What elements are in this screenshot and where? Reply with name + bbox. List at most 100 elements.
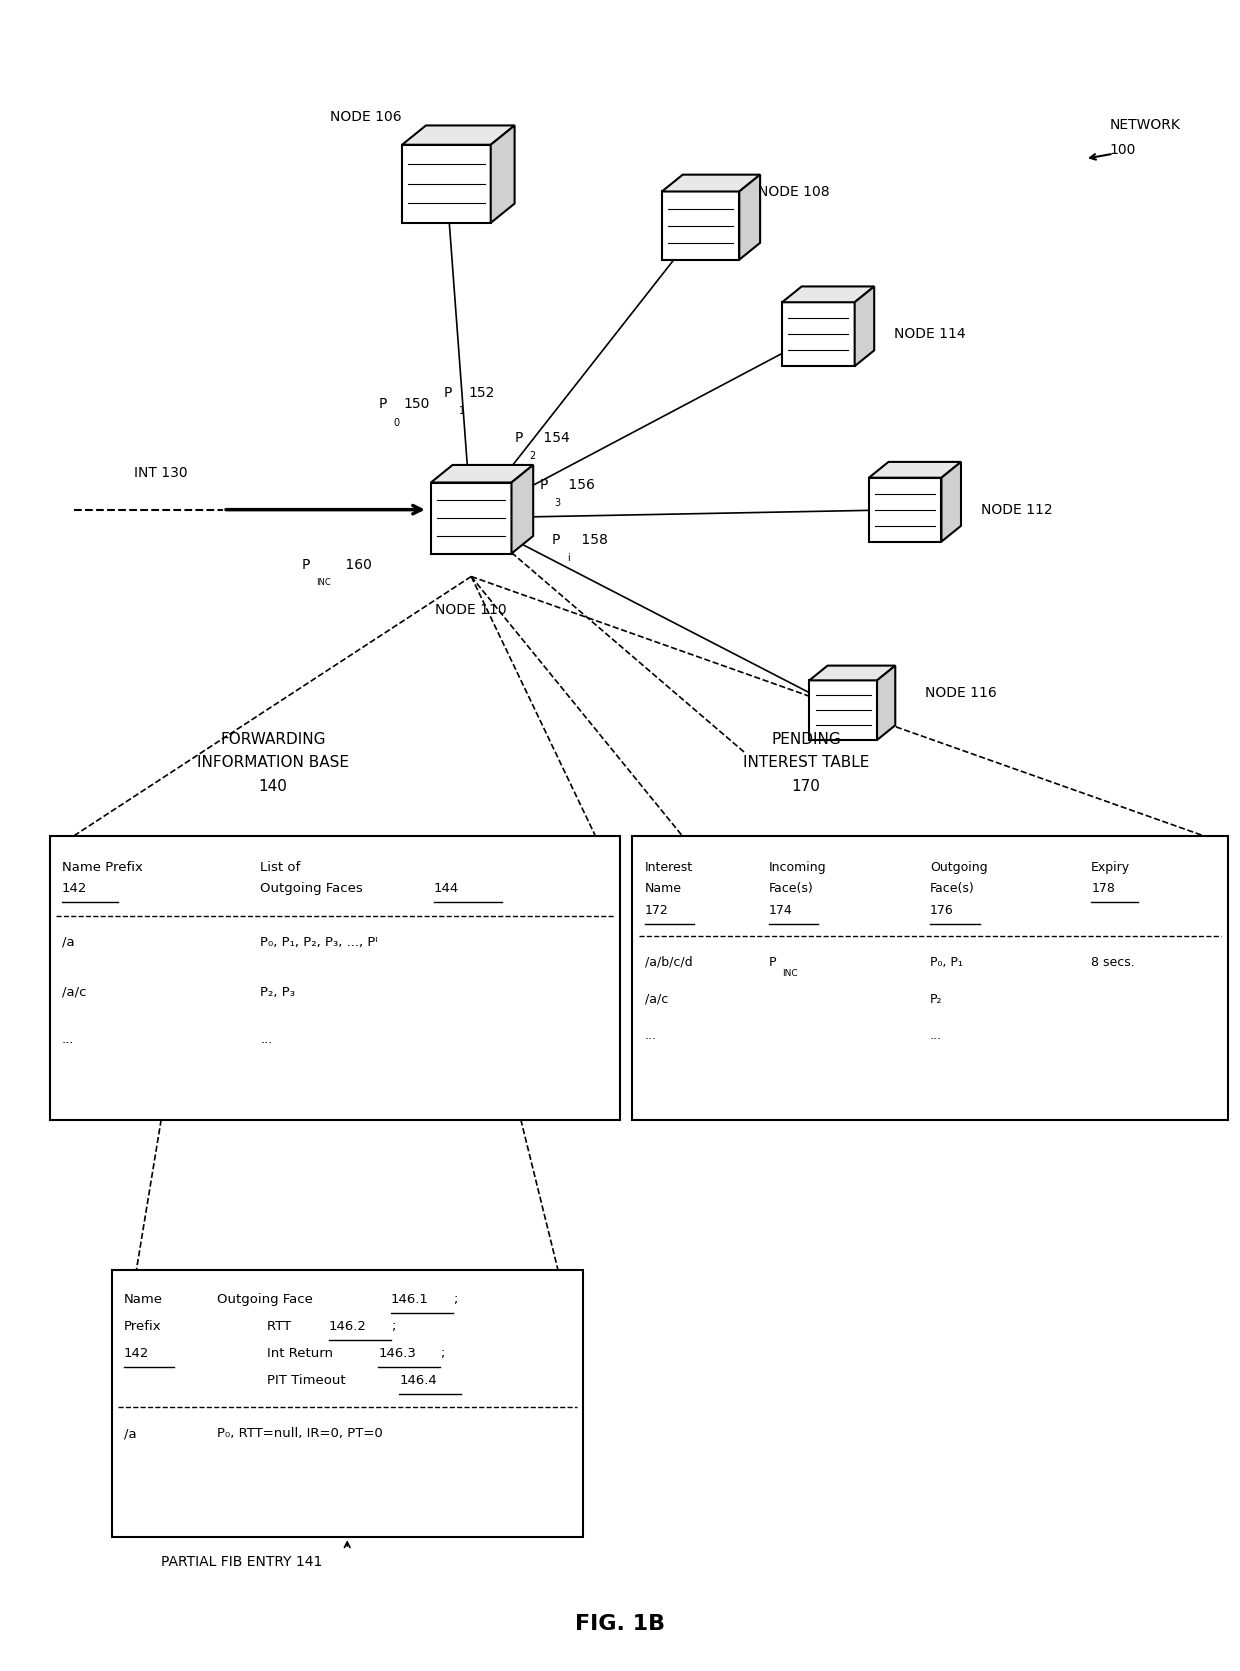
Text: ;: ; — [453, 1293, 458, 1307]
Text: 100: 100 — [1110, 144, 1136, 157]
Polygon shape — [402, 145, 491, 222]
Text: ;: ; — [440, 1347, 445, 1360]
Polygon shape — [432, 483, 511, 553]
Text: 158: 158 — [577, 533, 608, 546]
Text: 146.3: 146.3 — [378, 1347, 417, 1360]
Text: 2: 2 — [529, 451, 536, 461]
Polygon shape — [810, 665, 895, 680]
Text: ...: ... — [260, 1033, 273, 1046]
Text: 172: 172 — [645, 904, 668, 917]
Text: Face(s): Face(s) — [930, 882, 975, 896]
Polygon shape — [782, 286, 874, 302]
Text: ...: ... — [645, 1029, 657, 1043]
Polygon shape — [782, 302, 854, 366]
Text: NODE 112: NODE 112 — [981, 503, 1053, 516]
Polygon shape — [739, 175, 760, 259]
Text: P: P — [769, 956, 776, 969]
Text: P₀, P₁, P₂, P₃, ..., Pᴵ: P₀, P₁, P₂, P₃, ..., Pᴵ — [260, 936, 378, 949]
Text: INC: INC — [782, 969, 799, 978]
Text: P: P — [444, 386, 453, 399]
Text: Incoming: Incoming — [769, 861, 826, 874]
Text: NODE 106: NODE 106 — [330, 110, 402, 124]
Text: Face(s): Face(s) — [769, 882, 813, 896]
Text: i: i — [567, 553, 569, 563]
Text: 160: 160 — [341, 558, 372, 571]
Text: FORWARDING: FORWARDING — [219, 732, 326, 747]
Text: INT 130: INT 130 — [134, 466, 188, 480]
Text: Outgoing Faces: Outgoing Faces — [260, 882, 367, 896]
Text: P: P — [552, 533, 560, 546]
Text: 146.2: 146.2 — [329, 1320, 367, 1333]
Polygon shape — [810, 680, 877, 740]
Text: 1: 1 — [459, 406, 465, 416]
Text: P₂, P₃: P₂, P₃ — [260, 986, 295, 999]
Text: PARTIAL FIB ENTRY 141: PARTIAL FIB ENTRY 141 — [161, 1556, 322, 1569]
Text: 146.1: 146.1 — [391, 1293, 429, 1307]
Text: PENDING: PENDING — [771, 732, 841, 747]
Text: NODE 114: NODE 114 — [894, 328, 966, 341]
Text: RTT: RTT — [267, 1320, 295, 1333]
Text: 142: 142 — [62, 882, 87, 896]
Text: 174: 174 — [769, 904, 792, 917]
Polygon shape — [402, 125, 515, 145]
Text: Outgoing: Outgoing — [930, 861, 987, 874]
Text: 8 secs.: 8 secs. — [1091, 956, 1135, 969]
Polygon shape — [877, 665, 895, 740]
Text: P: P — [539, 478, 548, 491]
FancyBboxPatch shape — [632, 836, 1228, 1120]
Text: Name: Name — [124, 1293, 162, 1307]
Text: 0: 0 — [393, 418, 399, 428]
Text: ;: ; — [391, 1320, 396, 1333]
Text: /a/c: /a/c — [645, 993, 668, 1006]
Polygon shape — [869, 478, 941, 541]
Text: 154: 154 — [539, 431, 570, 444]
Text: Name: Name — [645, 882, 682, 896]
Text: NETWORK: NETWORK — [1110, 119, 1180, 132]
Text: 146.4: 146.4 — [399, 1374, 436, 1387]
Text: Int Return: Int Return — [267, 1347, 337, 1360]
Text: P₂: P₂ — [930, 993, 942, 1006]
Text: ...: ... — [62, 1033, 74, 1046]
Text: Name Prefix: Name Prefix — [62, 861, 143, 874]
Polygon shape — [511, 465, 533, 553]
FancyBboxPatch shape — [50, 836, 620, 1120]
Text: P: P — [301, 558, 310, 571]
Text: ...: ... — [930, 1029, 942, 1043]
Text: List of: List of — [260, 861, 300, 874]
Text: P₀, RTT=null, IR=0, PT=0: P₀, RTT=null, IR=0, PT=0 — [217, 1427, 383, 1440]
Polygon shape — [432, 465, 533, 483]
Polygon shape — [491, 125, 515, 222]
Text: FIG. 1B: FIG. 1B — [575, 1614, 665, 1634]
Text: Interest: Interest — [645, 861, 693, 874]
Text: /a: /a — [124, 1427, 136, 1440]
Text: NODE 116: NODE 116 — [925, 687, 997, 700]
Text: 142: 142 — [124, 1347, 149, 1360]
Text: 170: 170 — [791, 779, 821, 794]
Text: NODE 108: NODE 108 — [758, 185, 830, 199]
Text: Prefix: Prefix — [124, 1320, 161, 1333]
Text: PIT Timeout: PIT Timeout — [267, 1374, 350, 1387]
Text: /a/b/c/d: /a/b/c/d — [645, 956, 692, 969]
Text: INC: INC — [316, 578, 331, 587]
Text: P₀, P₁: P₀, P₁ — [930, 956, 963, 969]
FancyBboxPatch shape — [112, 1270, 583, 1537]
Text: INTEREST TABLE: INTEREST TABLE — [743, 755, 869, 770]
Text: 178: 178 — [1091, 882, 1115, 896]
Polygon shape — [662, 192, 739, 259]
Text: 150: 150 — [403, 398, 429, 411]
Text: 144: 144 — [434, 882, 459, 896]
Polygon shape — [941, 461, 961, 541]
Polygon shape — [662, 175, 760, 192]
Text: 152: 152 — [469, 386, 495, 399]
Text: INFORMATION BASE: INFORMATION BASE — [197, 755, 348, 770]
Text: P: P — [378, 398, 387, 411]
Text: Expiry: Expiry — [1091, 861, 1131, 874]
Text: 3: 3 — [554, 498, 560, 508]
Polygon shape — [869, 461, 961, 478]
Text: P: P — [515, 431, 523, 444]
Polygon shape — [854, 286, 874, 366]
Text: 176: 176 — [930, 904, 954, 917]
Text: /a: /a — [62, 936, 74, 949]
Text: 156: 156 — [564, 478, 595, 491]
Text: Outgoing Face: Outgoing Face — [217, 1293, 317, 1307]
